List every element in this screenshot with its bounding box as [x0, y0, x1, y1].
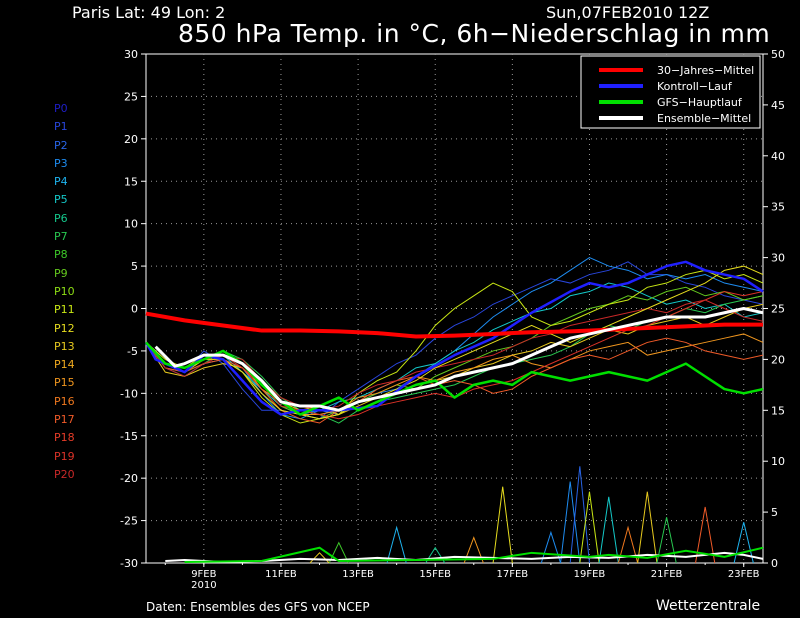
data-source-label: Daten: Ensembles des GFS von NCEP	[146, 600, 370, 614]
precip-spike	[695, 506, 716, 564]
member-label-p17: P17	[54, 413, 75, 427]
y-left-tick-label: -30	[120, 557, 138, 570]
y-left-tick-label: 10	[124, 218, 138, 231]
y-right-tick-label: 10	[771, 455, 785, 468]
y-right-tick-label: 35	[771, 201, 785, 214]
y-left-tick-label: 30	[124, 48, 138, 61]
precip-spike	[637, 491, 658, 564]
y-right-tick-label: 40	[771, 150, 785, 163]
run-date-label: Sun,07FEB2010 12Z	[546, 3, 710, 22]
precip-spike	[617, 525, 639, 564]
member-label-p7: P7	[54, 230, 68, 244]
climate-mean-line	[145, 311, 763, 339]
member-label-p0: P0	[54, 102, 68, 115]
member-label-p2: P2	[54, 138, 68, 152]
precip-spike	[569, 466, 590, 564]
member-line-p12	[145, 265, 764, 420]
control-run-line	[144, 260, 764, 416]
precip-spike	[733, 522, 754, 564]
member-label-p1: P1	[54, 120, 68, 134]
y-right-tick-label: 15	[771, 404, 785, 417]
member-line-p5	[145, 282, 764, 416]
x-tick-label: 11FEB	[265, 569, 297, 580]
y-right-tick-label: 0	[771, 557, 778, 570]
x-tick-label: 15FEB	[419, 569, 451, 580]
x-tick-label: 9FEB	[191, 569, 216, 580]
main-run-line	[145, 341, 764, 416]
y-left-tick-label: -10	[120, 387, 138, 400]
member-label-p12: P12	[54, 321, 75, 335]
member-label-p10: P10	[54, 284, 75, 298]
member-label-p20: P20	[54, 467, 75, 481]
x-tick-label: 17FEB	[497, 569, 529, 580]
legend-label: GFS−Hauptlauf	[657, 96, 743, 109]
member-line-p1	[145, 261, 764, 420]
brand-label: Wetterzentrale	[656, 598, 761, 614]
member-label-p8: P8	[54, 248, 68, 262]
x-tick-label: 13FEB	[342, 569, 374, 580]
precip-spike	[598, 496, 619, 564]
y-right-tick-label: 50	[771, 48, 785, 61]
member-label-p4: P4	[54, 175, 68, 189]
member-label-p3: P3	[54, 156, 68, 170]
legend-label: Kontroll−Lauf	[657, 80, 733, 93]
precip-spike	[492, 486, 513, 564]
ensemble-member-list: P0 P1 P2 P3 P4 P5 P6 P7 P8 P9 P10 P11 P12 P13 P14 P15 P1…	[54, 100, 75, 484]
location-label: Paris Lat: 49 Lon: 2	[72, 3, 226, 22]
legend-label: Ensemble−Mittel	[657, 112, 751, 125]
member-line-p11	[145, 269, 764, 424]
precip-main-run	[184, 546, 764, 563]
x-tick-label: 23FEB	[728, 569, 760, 580]
y-right-tick-label: 20	[771, 353, 785, 366]
y-right-tick-label: 25	[771, 303, 785, 316]
chart-title: 850 hPa Temp. in °C, 6h−Niederschlag in …	[178, 19, 771, 48]
member-label-p13: P13	[54, 339, 75, 353]
y-left-tick-label: 0	[131, 303, 138, 316]
member-label-p18: P18	[54, 431, 75, 445]
y-left-tick-label: 20	[124, 133, 138, 146]
member-label-p15: P15	[54, 376, 75, 390]
y-left-tick-label: -20	[120, 472, 138, 485]
member-label-p5: P5	[54, 193, 68, 207]
member-label-p9: P9	[54, 266, 68, 280]
precip-spike	[463, 536, 484, 564]
y-left-tick-label: 25	[124, 90, 138, 103]
member-label-p11: P11	[54, 303, 75, 317]
y-left-tick-label: -5	[127, 345, 138, 358]
legend-label: 30−Jahres−Mittel	[657, 64, 754, 77]
y-left-tick-label: -25	[120, 515, 138, 528]
precip-spike	[560, 481, 581, 564]
member-line-p17	[145, 337, 764, 424]
precip-spike	[656, 517, 677, 564]
y-left-tick-label: 15	[124, 175, 138, 188]
x-tick-sublabel: 2010	[191, 580, 216, 591]
member-line-p20	[145, 299, 764, 411]
member-label-p14: P14	[54, 358, 75, 372]
precip-spike	[579, 491, 600, 564]
y-right-tick-label: 45	[771, 99, 785, 112]
member-line-p9	[145, 286, 764, 420]
ensemble-mean-line	[154, 307, 764, 412]
x-tick-label: 21FEB	[651, 569, 683, 580]
member-label-p16: P16	[54, 394, 75, 408]
member-label-p19: P19	[54, 449, 75, 463]
y-right-tick-label: 30	[771, 252, 785, 265]
y-left-tick-label: 5	[131, 260, 138, 273]
precip-spike	[386, 525, 407, 564]
y-right-tick-label: 5	[771, 506, 778, 519]
member-line-p15	[145, 333, 764, 416]
y-left-tick-label: -15	[120, 430, 138, 443]
member-label-p6: P6	[54, 211, 68, 225]
precip-spike	[309, 552, 330, 564]
x-tick-label: 19FEB	[574, 569, 606, 580]
